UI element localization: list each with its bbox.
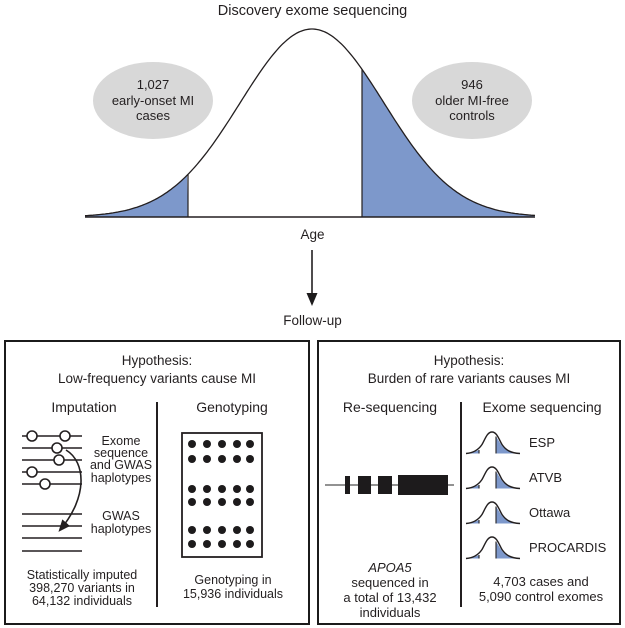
- controls-ellipse: 946 older MI-free controls: [412, 62, 532, 139]
- cases-ellipse: 1,027 early-onset MI cases: [93, 62, 213, 139]
- study-row: ESP: [465, 422, 621, 457]
- cases-label-line: early-onset MI: [111, 92, 195, 108]
- low-frequency-hypothesis-box: Hypothesis: Low-frequency variants cause…: [4, 340, 310, 625]
- figure-title: Discovery exome sequencing: [217, 3, 408, 19]
- age-axis-label: Age: [300, 227, 325, 242]
- right-box-column-divider: [460, 402, 462, 607]
- study-row: Ottawa: [465, 492, 621, 527]
- genotyping-header: Genotyping: [196, 399, 268, 415]
- study-row: ATVB: [465, 457, 621, 492]
- bell-curve-outline: [84, 28, 536, 217]
- gwas-haplotypes-label: GWAS haplotypes: [90, 509, 152, 536]
- gene-name: APOA5: [368, 560, 412, 575]
- down-arrow-icon: [306, 250, 318, 306]
- cases-count: 1,027: [136, 77, 170, 93]
- genotyping-array-icon: [181, 432, 263, 558]
- study-label: PROCARDIS: [529, 540, 607, 555]
- controls-count: 946: [461, 77, 483, 93]
- haplotype-imputation-icon: [22, 430, 82, 552]
- study-label: Ottawa: [529, 505, 571, 520]
- study-label: ATVB: [529, 470, 562, 485]
- genotyping-caption: Genotyping in 15,936 individuals: [182, 573, 284, 601]
- imputation-caption: Statistically imputed 398,270 variants i…: [26, 568, 138, 608]
- imputation-header: Imputation: [51, 399, 117, 415]
- mini-bell-curve-icon: [465, 536, 521, 560]
- exome-gwas-haplotypes-label: Exome sequence and GWAS haplotypes: [89, 434, 153, 485]
- cases-label-line: cases: [136, 108, 170, 124]
- hypothesis-word: Hypothesis:: [433, 353, 505, 368]
- exome-cohorts-caption: 4,703 cases and 5,090 control exomes: [478, 574, 604, 604]
- controls-label-line: older MI-free: [435, 92, 509, 108]
- imputation-curved-arrow-icon: [58, 449, 82, 532]
- gene-exons: [345, 475, 448, 495]
- controls-label-line: controls: [449, 108, 495, 124]
- hypothesis-statement: Low-frequency variants cause MI: [57, 370, 257, 386]
- resequencing-header: Re-sequencing: [342, 399, 438, 415]
- hypothesis-word: Hypothesis:: [121, 353, 193, 368]
- genotype-dots: [188, 440, 254, 548]
- study-row: PROCARDIS: [465, 527, 621, 562]
- gene-structure-icon: [325, 475, 454, 495]
- early-onset-shaded-tail: [85, 175, 188, 217]
- rare-variant-hypothesis-box: Hypothesis: Burden of rare variants caus…: [317, 340, 621, 625]
- right-box-hypothesis: Hypothesis: Burden of rare variants caus…: [319, 352, 619, 387]
- mini-bell-curve-icon: [465, 501, 521, 525]
- mini-bell-curve-icon: [465, 431, 521, 455]
- haplotype-lines: [22, 435, 82, 552]
- left-box-hypothesis: Hypothesis: Low-frequency variants cause…: [6, 352, 308, 387]
- older-controls-shaded-tail: [362, 69, 535, 217]
- followup-label: Follow-up: [283, 313, 342, 328]
- apoa5-caption: APOA5 sequenced in a total of 13,432 ind…: [321, 560, 459, 620]
- age-distribution-curve: [84, 28, 536, 218]
- exome-sequencing-header: Exome sequencing: [482, 399, 602, 415]
- study-label: ESP: [529, 435, 556, 450]
- left-box-column-divider: [156, 402, 158, 607]
- hypothesis-statement: Burden of rare variants causes MI: [367, 370, 571, 386]
- mini-bell-curve-icon: [465, 466, 521, 490]
- variant-circles: [26, 430, 71, 490]
